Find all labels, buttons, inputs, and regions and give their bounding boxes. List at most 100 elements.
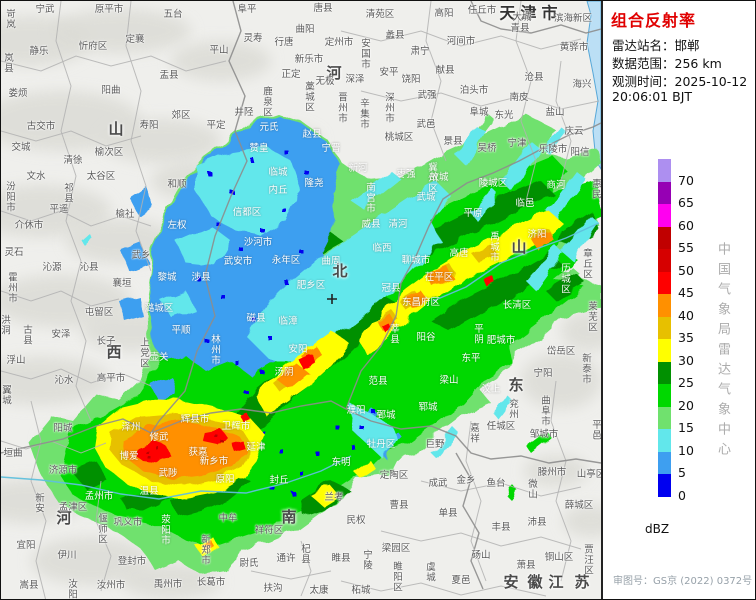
county-border-line xyxy=(380,530,582,550)
river-line xyxy=(1,455,352,500)
legend-swatch xyxy=(658,204,671,227)
echo-polygon xyxy=(119,296,143,321)
legend-value: 55 xyxy=(678,240,694,255)
terrain-hill xyxy=(1,275,131,327)
echo-polygon xyxy=(493,395,512,419)
county-border-line xyxy=(300,540,312,597)
sea-area xyxy=(586,1,601,170)
echo-dot xyxy=(269,337,273,341)
echo-dot xyxy=(281,451,285,455)
county-border-line xyxy=(55,1,92,422)
echo-polygon xyxy=(129,186,153,216)
echo-dot xyxy=(261,371,265,375)
radar-map-canvas xyxy=(1,1,601,599)
county-border-line xyxy=(550,380,572,582)
echo-polygon xyxy=(506,485,517,499)
product-title: 组合反射率 xyxy=(611,11,697,30)
legend-value: 40 xyxy=(678,307,694,323)
county-border-line xyxy=(1,130,142,147)
echo-dot xyxy=(285,151,289,155)
echo-polygon xyxy=(526,246,563,291)
county-borders xyxy=(1,1,600,599)
echo-dot xyxy=(373,411,377,415)
legend-value: 5 xyxy=(678,465,686,480)
echo-polygon xyxy=(456,126,486,166)
legend-value: 20 xyxy=(678,397,694,413)
echo-dot xyxy=(235,361,239,365)
echo-dot xyxy=(215,221,219,225)
terrain-hill xyxy=(1,185,111,237)
station-name-line: 雷达站名：邯郸 xyxy=(612,38,700,53)
county-border-line xyxy=(425,1,447,162)
echo-polygon xyxy=(231,440,245,451)
legend-value: 10 xyxy=(678,442,694,458)
county-border-line xyxy=(1,368,152,387)
legend-value: 30 xyxy=(678,352,694,368)
echo-polygon xyxy=(546,273,586,301)
province-border-line xyxy=(470,1,601,34)
echo-dot xyxy=(214,434,218,438)
county-border-line xyxy=(1,210,152,227)
echo-dot xyxy=(145,450,149,454)
terrain-hill xyxy=(1,357,111,405)
radar-station-marker xyxy=(327,294,337,304)
echo-polygon xyxy=(353,459,376,479)
terrain-hill xyxy=(101,119,221,163)
legend-swatch xyxy=(658,406,671,429)
terrain-hill xyxy=(171,41,271,81)
echo-dot xyxy=(197,277,201,281)
legend-swatch xyxy=(658,316,671,339)
echo-polygon xyxy=(311,486,339,506)
terrain-hill xyxy=(121,563,221,599)
legend-value: 45 xyxy=(678,285,694,300)
county-border-line xyxy=(340,580,547,597)
legend-swatch xyxy=(658,339,671,362)
legend-value: 60 xyxy=(678,217,694,233)
echo-polygon xyxy=(161,291,196,319)
radar-map: 天津市山西河北山东河南安徽江苏宁武 原平市 五台 阜平 岢岚 唐县 清苑区 高阳 任丘市 大城 滨海… xyxy=(1,1,605,599)
data-range-line: 数据范围：256 km xyxy=(612,56,722,71)
echo-polygon xyxy=(71,461,106,489)
echo-polygon xyxy=(151,376,177,401)
echo-polygon xyxy=(196,146,301,236)
county-border-line xyxy=(340,30,582,50)
watermark-cma: 中国气象局雷达气象中心 xyxy=(715,242,730,462)
terrain-hill xyxy=(563,505,601,537)
bohai-sea xyxy=(586,1,601,170)
province-borders xyxy=(1,1,601,590)
echo-dot xyxy=(223,297,227,301)
echo-polygon xyxy=(528,432,552,454)
legend-value: 65 xyxy=(678,195,694,210)
echo-polygon xyxy=(203,540,214,551)
echo-polygon xyxy=(80,232,92,245)
province-border-line xyxy=(345,408,601,464)
rivers xyxy=(1,222,600,500)
echo-dot xyxy=(337,427,341,431)
echo-dot xyxy=(261,229,265,233)
echo-dot xyxy=(315,451,319,455)
echo-polygon xyxy=(471,189,499,221)
county-border-line xyxy=(30,400,47,599)
echo-dot xyxy=(207,171,211,175)
echo-dot xyxy=(251,159,255,163)
legend-swatch xyxy=(658,226,671,249)
echo-dot xyxy=(251,317,255,321)
echo-dot xyxy=(148,456,152,460)
echo-dot xyxy=(156,447,160,451)
echo-dot xyxy=(220,439,224,443)
legend-value: 70 xyxy=(678,172,694,188)
echo-dot xyxy=(203,337,207,341)
legend-swatch xyxy=(658,271,671,294)
echo-polygon xyxy=(377,313,395,331)
echo-dot xyxy=(283,209,287,213)
echo-polygon xyxy=(406,291,429,309)
obs-time-line2: 20:06:01 BJT xyxy=(612,89,693,104)
county-border-line xyxy=(1,290,120,307)
echo-dot xyxy=(305,171,309,175)
county-border-line xyxy=(360,90,600,110)
echo-polygon xyxy=(382,323,391,332)
legend-value: 25 xyxy=(678,375,694,390)
legend-swatch xyxy=(658,181,671,204)
terrain-hill xyxy=(521,353,601,409)
